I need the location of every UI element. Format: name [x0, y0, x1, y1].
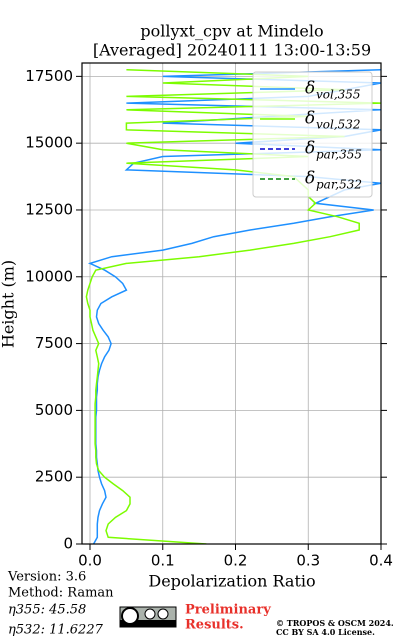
- legend-label: δ: [305, 79, 315, 99]
- info-text: η355: 45.58: [8, 603, 86, 618]
- x-tick-label: 0.0: [78, 552, 102, 570]
- legend-label-sub: vol,355: [316, 88, 361, 102]
- info-text: η532: 11.6227: [8, 623, 104, 638]
- y-tick-label: 7500: [35, 334, 73, 352]
- legend-label-sub: par,355: [316, 148, 362, 162]
- notice-text: Results.: [185, 618, 244, 633]
- x-tick-label: 0.2: [224, 552, 248, 570]
- chart-subtitle: [Averaged] 20240111 13:00-13:59: [93, 41, 371, 60]
- series-line: [85, 68, 381, 544]
- legend-label-sub: vol,532: [316, 118, 361, 132]
- x-tick-label: 0.3: [296, 552, 320, 570]
- x-tick-label: 0.4: [369, 552, 393, 570]
- copyright-text: CC BY SA 4.0 License.: [276, 627, 375, 637]
- legend-box: [252, 71, 373, 198]
- x-axis-label: Depolarization Ratio: [148, 572, 315, 591]
- plot-frame: [81, 62, 382, 545]
- y-tick-label: 15000: [25, 134, 73, 152]
- y-tick-label: 10000: [25, 267, 73, 285]
- y-tick-label: 17500: [25, 67, 73, 85]
- y-tick-label: 2500: [35, 468, 73, 486]
- info-text: Version: 3.6: [7, 570, 86, 585]
- notice-text: Preliminary: [185, 603, 271, 618]
- legend-label: δ: [305, 139, 315, 159]
- legend-label: δ: [305, 109, 315, 129]
- x-tick-label: 0.1: [151, 552, 175, 570]
- legend-label-sub: par,532: [316, 178, 362, 192]
- cc-logo: [119, 606, 177, 628]
- info-block: Version: 3.6 Method: Raman η355: 45.58 η…: [7, 570, 114, 638]
- legend-label: δ: [305, 169, 315, 189]
- y-tick-label: 5000: [35, 401, 73, 419]
- copyright-text: © TROPOS & OSCM 2024.: [276, 618, 394, 628]
- y-axis-label: Height (m): [0, 260, 18, 348]
- chart-title: pollyxt_cpv at Mindelo: [140, 22, 323, 41]
- y-tick-label: 0: [63, 535, 73, 553]
- y-tick-label: 12500: [25, 200, 73, 218]
- info-text: Method: Raman: [8, 586, 114, 601]
